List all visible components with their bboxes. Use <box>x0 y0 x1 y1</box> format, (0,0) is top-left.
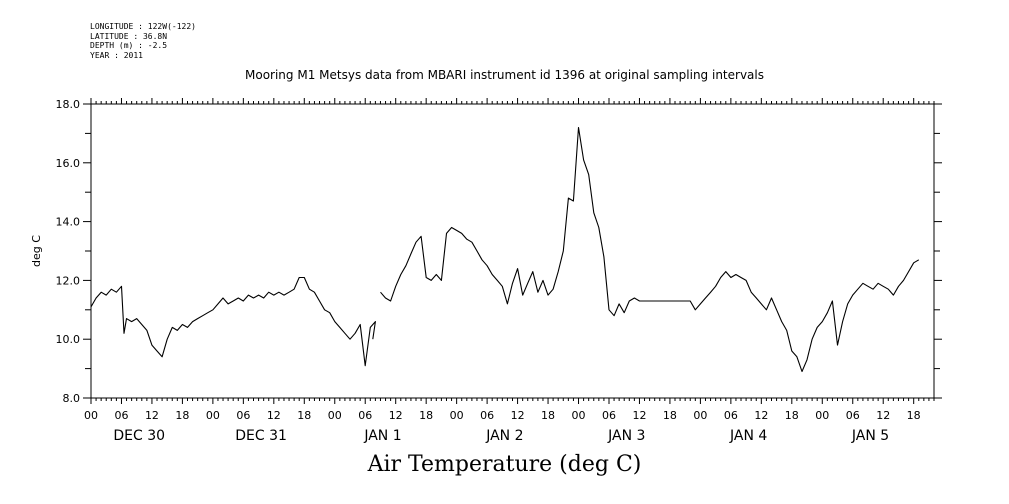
plot-frame <box>90 103 935 399</box>
x-tick-label: 18 <box>785 409 799 422</box>
y-tick-label: 10.0 <box>56 333 81 346</box>
x-day-label: JAN 2 <box>485 428 523 444</box>
y-tick-label: 8.0 <box>63 392 81 405</box>
depth-label: DEPTH (m) : -2.5 <box>90 41 168 50</box>
x-tick-label: 18 <box>541 409 555 422</box>
x-tick-label: 00 <box>206 409 220 422</box>
chart-title: Mooring M1 Metsys data from MBARI instru… <box>245 68 764 82</box>
x-tick-label: 06 <box>846 409 860 422</box>
x-tick-label: 18 <box>907 409 921 422</box>
metadata-block: LONGITUDE : 122W(-122) LATITUDE : 36.8N … <box>90 22 196 60</box>
x-tick-label: 12 <box>632 409 646 422</box>
x-tick-label: 00 <box>450 409 464 422</box>
x-tick-label: 18 <box>175 409 189 422</box>
x-tick-label: 00 <box>693 409 707 422</box>
x-tick-label: 12 <box>267 409 281 422</box>
x-day-label: DEC 31 <box>235 428 287 444</box>
x-tick-label: 18 <box>663 409 677 422</box>
y-axis-label: deg C <box>30 235 43 267</box>
y-tick-label: 14.0 <box>56 216 81 229</box>
x-day-label: DEC 30 <box>113 428 165 444</box>
x-tick-label: 18 <box>297 409 311 422</box>
x-tick-label: 06 <box>724 409 738 422</box>
x-day-label: JAN 5 <box>851 428 889 444</box>
series-line-air-temperature <box>90 276 376 367</box>
x-tick-label: 06 <box>236 409 250 422</box>
x-axis-label: Air Temperature (deg C) <box>367 452 642 477</box>
y-tick-label: 16.0 <box>56 157 81 170</box>
x-tick-label: 12 <box>754 409 768 422</box>
x-tick-label: 06 <box>602 409 616 422</box>
x-tick-label: 12 <box>876 409 890 422</box>
y-tick-label: 18.0 <box>56 98 81 111</box>
x-tick-label: 06 <box>114 409 128 422</box>
x-tick-label: 12 <box>389 409 403 422</box>
year-label: YEAR : 2011 <box>90 50 143 60</box>
x-tick-label: 00 <box>815 409 829 422</box>
x-day-label: JAN 4 <box>729 428 767 444</box>
x-tick-label: 12 <box>145 409 159 422</box>
x-tick-label: 06 <box>480 409 494 422</box>
x-tick-label: 00 <box>84 409 98 422</box>
x-day-label: JAN 3 <box>607 428 645 444</box>
x-tick-label: 06 <box>358 409 372 422</box>
x-tick-label: 18 <box>419 409 433 422</box>
x-tick-label: 12 <box>511 409 525 422</box>
series-line-air-temperature <box>380 126 920 373</box>
longitude-label: LONGITUDE : 122W(-122) <box>90 22 196 31</box>
x-tick-label: 00 <box>328 409 342 422</box>
x-tick-label: 00 <box>572 409 586 422</box>
latitude-label: LATITUDE : 36.8N <box>90 31 168 41</box>
x-day-label: JAN 1 <box>363 428 401 444</box>
y-tick-label: 12.0 <box>56 274 81 287</box>
